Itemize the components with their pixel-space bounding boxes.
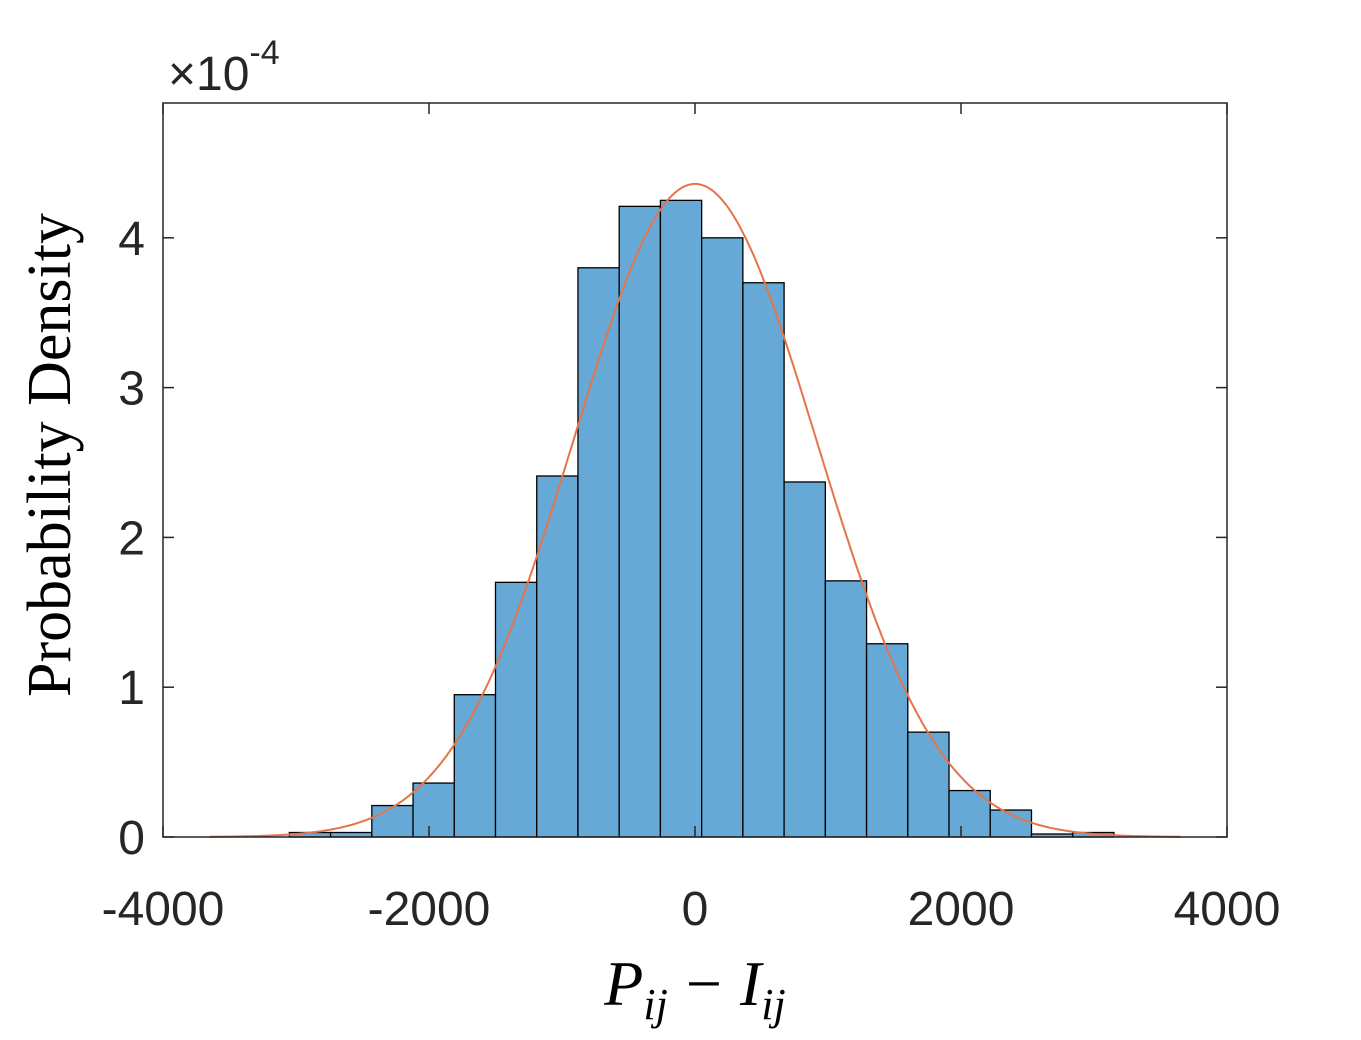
histogram-bar (577, 267, 620, 838)
x-tick-label: -4000 (102, 883, 225, 936)
x-tick-label: 4000 (1174, 883, 1281, 936)
multiplier-times-sign: × (168, 48, 196, 101)
histogram-bar (742, 282, 785, 838)
x-tick-label: -2000 (368, 883, 491, 936)
histogram-bars (288, 199, 1115, 838)
y-tick-label: 0 (118, 812, 145, 865)
normal-fit-curve (209, 182, 1181, 838)
x-axis-label: Pij − Iij (603, 948, 785, 1029)
x-tick-label: 0 (682, 883, 709, 936)
y-tick-label: 2 (118, 512, 145, 565)
x-axis-ticks: -4000 -2000 0 2000 4000 (102, 103, 1281, 936)
histogram-bar (453, 694, 497, 838)
x-label-sub1: ij (643, 980, 667, 1029)
y-axis-multiplier: ×10-4 (168, 34, 280, 101)
histogram-bar (659, 199, 703, 838)
y-tick-label: 1 (118, 662, 145, 715)
histogram-bar (824, 580, 868, 838)
multiplier-exponent: -4 (249, 34, 279, 72)
y-axis-ticks: 0 1 2 3 4 (118, 213, 1227, 865)
x-label-var2: I (739, 948, 764, 1019)
y-axis-label: Probability Density (16, 213, 84, 697)
histogram-bar (412, 782, 455, 838)
x-label-sub2: ij (761, 980, 785, 1029)
x-label-var1: P (603, 948, 643, 1019)
histogram-bar (783, 481, 826, 838)
histogram-bar (618, 205, 662, 838)
histogram-bar (494, 581, 538, 838)
histogram-bar (907, 731, 950, 838)
histogram-bar (701, 237, 744, 838)
histogram-bar (536, 475, 579, 838)
histogram-bar (371, 804, 414, 838)
y-tick-label: 4 (118, 213, 145, 266)
multiplier-base: 10 (196, 48, 249, 101)
svg-text:×10-4: ×10-4 (168, 34, 280, 101)
x-tick-label: 2000 (908, 883, 1015, 936)
svg-text:Pij−Iij: Pij − Iij (603, 948, 785, 1029)
x-label-minus: − (686, 948, 722, 1019)
y-tick-label: 3 (118, 363, 145, 416)
histogram-bar (865, 643, 909, 838)
